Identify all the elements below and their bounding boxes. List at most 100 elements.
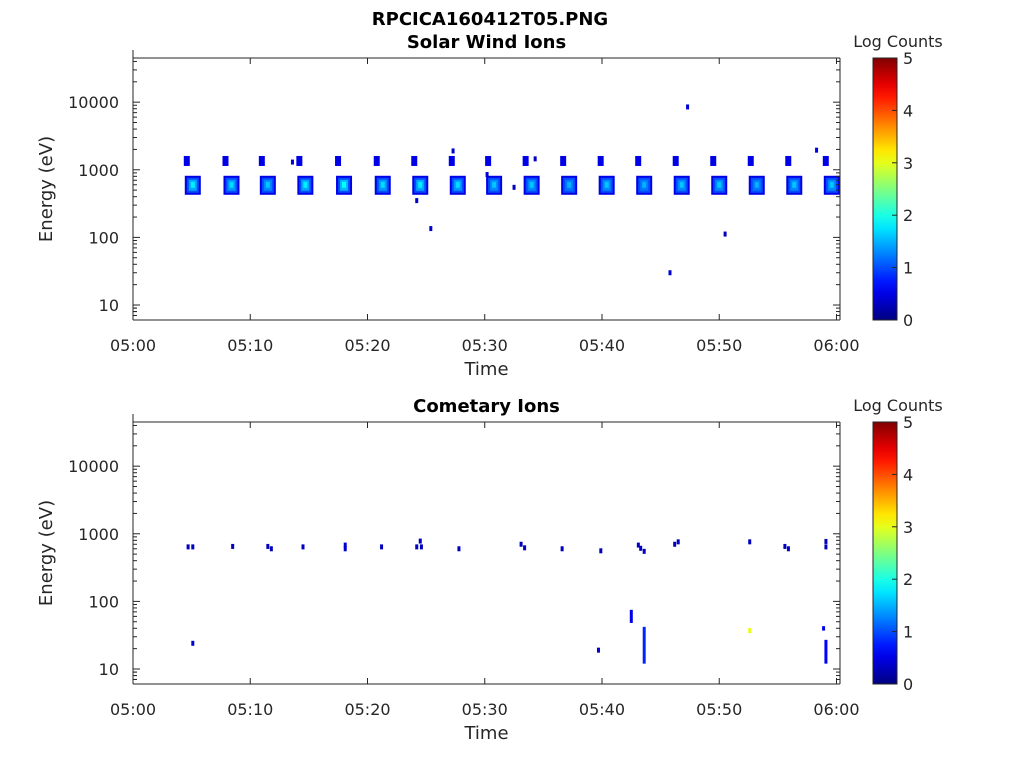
proton-beam-cell	[492, 181, 497, 188]
alpha-beam-cell	[785, 155, 792, 166]
x-tick-label: 05:10	[227, 336, 273, 355]
x-tick-label: 05:40	[579, 336, 625, 355]
proton-beam-cell	[190, 181, 195, 188]
data-point	[269, 546, 273, 552]
x-tick-label: 06:00	[813, 700, 859, 719]
colorbar-tick-label: 0	[903, 311, 913, 330]
colorbar-tick-label: 2	[903, 570, 913, 589]
x-tick-label: 05:30	[462, 336, 508, 355]
alpha-beam-cell	[597, 155, 604, 166]
data-point	[419, 544, 423, 550]
data-point	[815, 147, 819, 153]
proton-beam-cell	[792, 181, 797, 188]
alpha-beam-cell	[560, 155, 567, 166]
data-layer	[183, 104, 840, 276]
y-tick-label: 10000	[68, 457, 119, 476]
data-point	[523, 545, 527, 551]
proton-beam-cell	[642, 181, 647, 188]
data-point	[686, 104, 690, 110]
proton-beam-cell	[829, 181, 834, 188]
colorbar-label: Log Counts	[853, 396, 943, 415]
alpha-beam-cell	[222, 155, 229, 166]
proton-beam-cell	[529, 181, 534, 188]
proton-beam-cell	[303, 181, 308, 188]
proton-beam-cell	[455, 181, 460, 188]
x-tick-label: 05:20	[344, 336, 390, 355]
colorbar	[872, 57, 898, 321]
colorbar-tick-label: 3	[903, 154, 913, 173]
proton-beam-cell	[229, 181, 234, 188]
alpha-beam-cell	[710, 155, 717, 166]
data-point	[786, 546, 790, 552]
data-point	[560, 546, 564, 552]
data-point	[415, 544, 419, 550]
x-tick-label: 05:00	[110, 336, 156, 355]
y-tick-label: 100	[88, 592, 119, 611]
data-point	[191, 544, 195, 550]
data-streak	[642, 626, 646, 664]
data-point	[519, 541, 523, 547]
proton-beam-cell	[717, 181, 722, 188]
colorbar-tick-label: 4	[903, 101, 913, 120]
data-point	[429, 226, 433, 232]
colorbar-tick-label: 2	[903, 206, 913, 225]
x-tick-label: 05:40	[579, 700, 625, 719]
data-streak	[822, 626, 826, 631]
alpha-beam-cell	[672, 155, 679, 166]
data-point	[723, 231, 727, 237]
alpha-beam-cell	[296, 155, 303, 166]
data-streak	[629, 609, 633, 623]
data-point	[748, 628, 752, 634]
data-point	[191, 640, 195, 646]
y-tick-label: 10	[99, 660, 119, 679]
x-tick-label: 05:20	[344, 700, 390, 719]
data-point	[533, 156, 537, 162]
alpha-beam-cell	[183, 155, 190, 166]
alpha-beam-cell	[485, 155, 492, 166]
y-tick-label: 10	[99, 296, 119, 315]
data-point	[290, 159, 294, 165]
y-axis-label: Energy (eV)	[36, 136, 57, 242]
x-tick-label: 05:30	[462, 700, 508, 719]
colorbar-tick-label: 1	[903, 623, 913, 642]
alpha-beam-cell	[258, 155, 265, 166]
x-axis-label: Time	[463, 359, 508, 380]
data-point	[783, 543, 787, 549]
colorbar-tick-label: 4	[903, 465, 913, 484]
colorbar-tick-label: 0	[903, 675, 913, 694]
data-point	[451, 148, 455, 154]
data-point	[343, 546, 347, 552]
proton-beam-cell	[265, 181, 270, 188]
data-layer	[186, 538, 828, 664]
x-tick-label: 05:50	[696, 700, 742, 719]
alpha-beam-cell	[635, 155, 642, 166]
data-point	[596, 647, 600, 653]
data-point	[266, 543, 270, 549]
proton-beam-cell	[380, 181, 385, 188]
data-point	[748, 539, 752, 545]
data-point	[676, 539, 680, 545]
data-point	[485, 172, 489, 178]
data-point	[380, 544, 384, 550]
alpha-beam-cell	[373, 155, 380, 166]
data-point	[301, 544, 305, 550]
data-point	[343, 542, 347, 548]
y-tick-label: 100	[88, 228, 119, 247]
colorbar-tick-label: 5	[903, 413, 913, 432]
data-point	[415, 198, 419, 204]
proton-beam-cell	[679, 181, 684, 188]
data-point	[642, 548, 646, 554]
colorbar	[872, 421, 898, 685]
colorbar-tick-label: 5	[903, 49, 913, 68]
data-point	[668, 270, 672, 276]
colorbar-tick-label: 3	[903, 518, 913, 537]
y-tick-label: 1000	[78, 525, 119, 544]
x-axis-label: Time	[463, 723, 508, 744]
data-point	[824, 544, 828, 550]
colorbar-tick-label: 1	[903, 259, 913, 278]
x-tick-label: 05:00	[110, 700, 156, 719]
x-tick-label: 05:10	[227, 700, 273, 719]
solar-wind-panel: Solar Wind Ions 05:00 05:10 05:20 05:30 05:40…	[36, 32, 943, 380]
proton-beam-cell	[604, 181, 609, 188]
